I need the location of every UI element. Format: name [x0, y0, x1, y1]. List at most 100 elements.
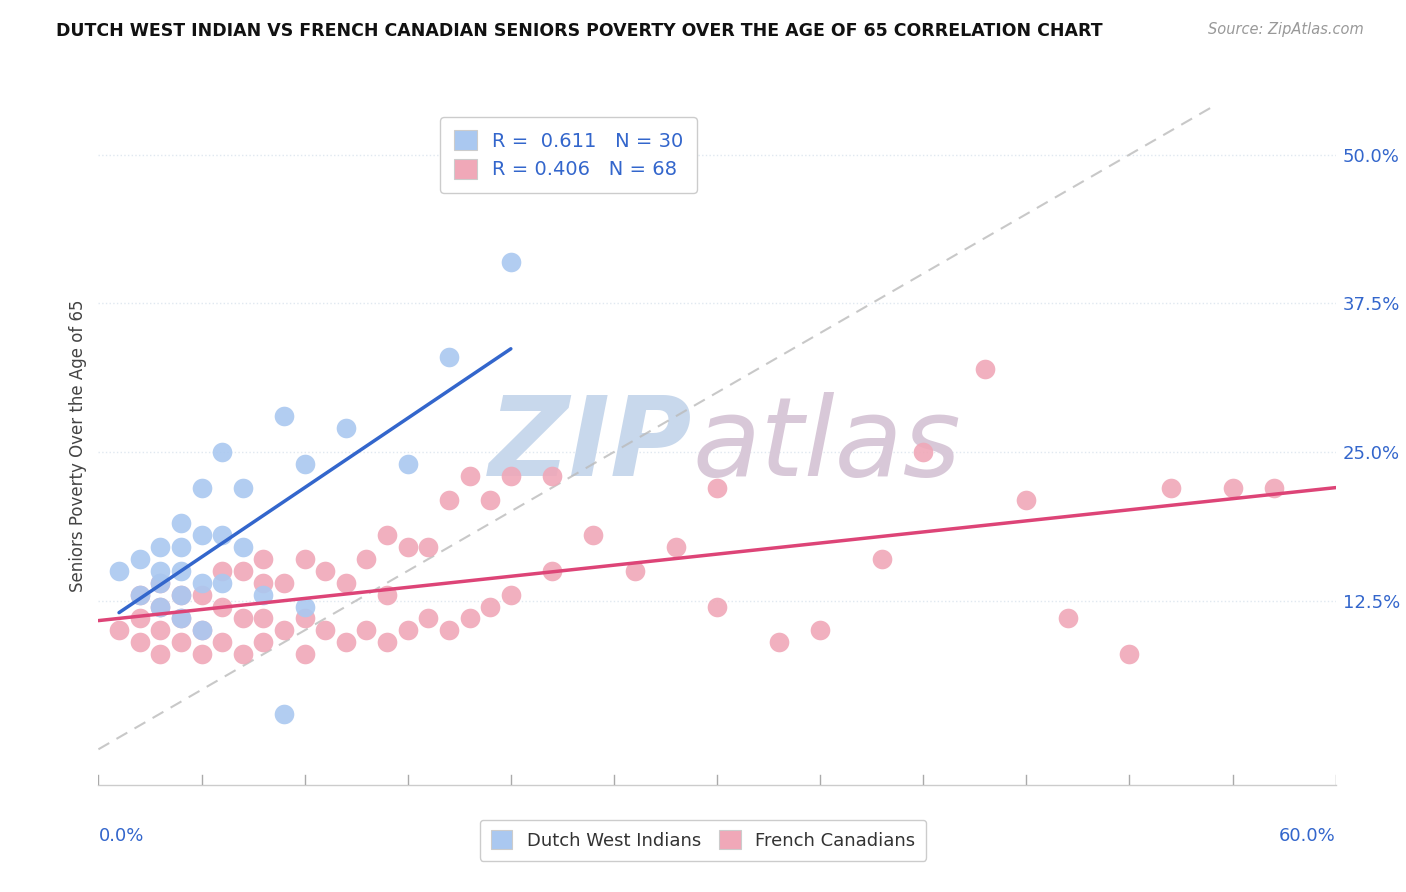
Point: [190, 624, 212, 638]
Text: DUTCH WEST INDIAN VS FRENCH CANADIAN SENIORS POVERTY OVER THE AGE OF 65 CORRELAT: DUTCH WEST INDIAN VS FRENCH CANADIAN SEN…: [56, 22, 1102, 40]
Text: ZIP: ZIP: [489, 392, 692, 500]
Point: [499, 254, 522, 268]
Point: [149, 599, 172, 614]
Point: [294, 552, 316, 566]
Legend: R =  0.611   N = 30, R = 0.406   N = 68: R = 0.611 N = 30, R = 0.406 N = 68: [440, 117, 697, 193]
Point: [273, 706, 295, 721]
Point: [458, 611, 481, 625]
Point: [314, 564, 336, 578]
Point: [356, 624, 378, 638]
Point: [190, 588, 212, 602]
Point: [458, 468, 481, 483]
Point: [1160, 481, 1182, 495]
Point: [252, 635, 274, 649]
Point: [1015, 492, 1038, 507]
Point: [499, 468, 522, 483]
Point: [396, 457, 419, 471]
Point: [314, 624, 336, 638]
Point: [335, 635, 357, 649]
Point: [768, 635, 790, 649]
Point: [232, 564, 254, 578]
Point: [499, 588, 522, 602]
Point: [149, 624, 172, 638]
Point: [128, 588, 150, 602]
Point: [170, 611, 193, 625]
Point: [190, 647, 212, 661]
Point: [1118, 647, 1140, 661]
Point: [1263, 481, 1285, 495]
Text: Source: ZipAtlas.com: Source: ZipAtlas.com: [1208, 22, 1364, 37]
Point: [273, 409, 295, 424]
Text: 0.0%: 0.0%: [98, 827, 143, 845]
Point: [170, 635, 193, 649]
Point: [170, 564, 193, 578]
Point: [128, 588, 150, 602]
Point: [273, 575, 295, 590]
Point: [170, 540, 193, 554]
Point: [294, 457, 316, 471]
Point: [418, 611, 440, 625]
Point: [211, 575, 233, 590]
Point: [170, 588, 193, 602]
Point: [396, 540, 419, 554]
Legend: Dutch West Indians, French Canadians: Dutch West Indians, French Canadians: [479, 820, 927, 861]
Point: [149, 599, 172, 614]
Point: [335, 575, 357, 590]
Point: [108, 624, 131, 638]
Point: [375, 528, 398, 542]
Text: 60.0%: 60.0%: [1279, 827, 1336, 845]
Point: [479, 599, 502, 614]
Point: [706, 481, 728, 495]
Point: [128, 552, 150, 566]
Point: [149, 564, 172, 578]
Point: [1222, 481, 1244, 495]
Point: [808, 624, 831, 638]
Point: [396, 624, 419, 638]
Point: [232, 611, 254, 625]
Point: [665, 540, 688, 554]
Point: [190, 624, 212, 638]
Point: [437, 350, 460, 364]
Point: [211, 599, 233, 614]
Point: [149, 575, 172, 590]
Point: [232, 481, 254, 495]
Point: [1056, 611, 1078, 625]
Point: [211, 635, 233, 649]
Point: [912, 445, 935, 459]
Point: [232, 647, 254, 661]
Point: [252, 611, 274, 625]
Point: [252, 552, 274, 566]
Point: [232, 540, 254, 554]
Point: [479, 492, 502, 507]
Point: [870, 552, 893, 566]
Point: [294, 647, 316, 661]
Point: [170, 611, 193, 625]
Point: [190, 481, 212, 495]
Point: [418, 540, 440, 554]
Point: [974, 361, 997, 376]
Point: [149, 575, 172, 590]
Point: [170, 516, 193, 531]
Point: [582, 528, 605, 542]
Point: [541, 468, 564, 483]
Point: [706, 599, 728, 614]
Point: [211, 528, 233, 542]
Point: [294, 599, 316, 614]
Point: [211, 445, 233, 459]
Point: [170, 588, 193, 602]
Point: [252, 588, 274, 602]
Point: [211, 564, 233, 578]
Point: [149, 540, 172, 554]
Point: [437, 624, 460, 638]
Point: [190, 575, 212, 590]
Y-axis label: Seniors Poverty Over the Age of 65: Seniors Poverty Over the Age of 65: [69, 300, 87, 592]
Point: [190, 528, 212, 542]
Point: [128, 611, 150, 625]
Point: [375, 588, 398, 602]
Point: [356, 552, 378, 566]
Point: [335, 421, 357, 435]
Point: [294, 611, 316, 625]
Point: [149, 647, 172, 661]
Point: [252, 575, 274, 590]
Point: [375, 635, 398, 649]
